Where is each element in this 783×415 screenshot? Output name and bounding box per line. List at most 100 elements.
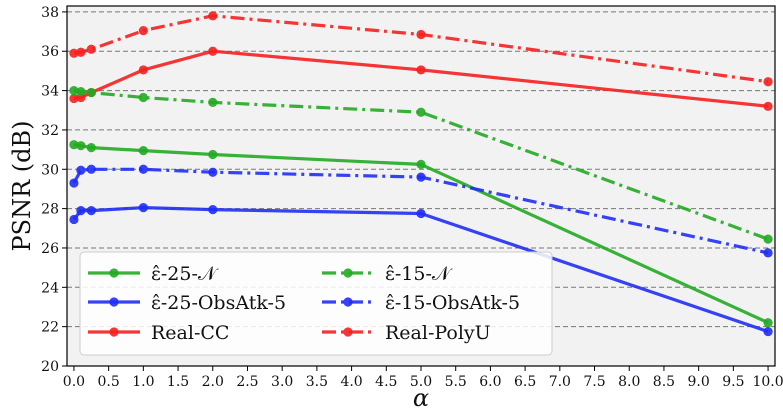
y-tick-label: 26 (41, 241, 59, 257)
data-point (416, 159, 426, 169)
x-tick-label: 7.5 (583, 374, 605, 390)
data-point (76, 165, 86, 175)
y-tick-label: 20 (41, 359, 59, 375)
legend-label: ε̂-15-𝒩 (385, 263, 453, 285)
x-tick-label: 8.5 (653, 374, 675, 390)
legend-label: ε̂-25-ObsAtk-5 (151, 292, 286, 314)
x-tick-label: 0.0 (63, 374, 85, 390)
data-point (138, 145, 148, 156)
x-tick-label: 7.0 (549, 374, 571, 390)
legend-entry: Real-PolyU (322, 322, 491, 344)
y-tick-label: 34 (41, 84, 59, 100)
legend-entry: ε̂-15-ObsAtk-5 (322, 292, 520, 314)
data-point (416, 65, 426, 75)
data-point (138, 25, 148, 36)
series-layer (69, 11, 773, 337)
legend-marker (343, 297, 353, 307)
series-0 (69, 140, 773, 328)
x-tick-label: 3.0 (271, 374, 293, 390)
x-tick-label: 8.0 (618, 374, 640, 390)
x-tick-label: 9.0 (688, 374, 710, 390)
data-point (208, 97, 218, 107)
x-tick-label: 1.5 (167, 374, 189, 390)
legend-label: ε̂-25-𝒩 (151, 263, 219, 285)
x-tick-label: 5.5 (445, 374, 467, 390)
x-tick-label: 0.5 (98, 374, 120, 390)
data-point (763, 77, 773, 87)
data-point (86, 87, 96, 98)
series-5 (69, 11, 773, 87)
y-axis-label: PSNR (dB) (8, 120, 36, 251)
data-point (69, 48, 79, 58)
data-point (86, 44, 96, 54)
legend-marker (343, 268, 353, 278)
y-tick-label: 36 (41, 44, 59, 60)
data-point (76, 86, 86, 97)
data-point (208, 46, 218, 56)
legend-entry: ε̂-25-ObsAtk-5 (88, 292, 286, 314)
data-point (86, 205, 96, 216)
data-point (76, 205, 86, 216)
y-tick-label: 38 (41, 5, 59, 21)
series-4 (69, 164, 773, 258)
data-point (416, 172, 426, 182)
x-tick-label: 9.5 (722, 374, 744, 390)
data-point (416, 208, 426, 219)
x-tick-label: 4.5 (375, 374, 397, 390)
legend-box (79, 251, 553, 356)
legend: ε̂-25-𝒩 ε̂-25-ObsAtk-5 Real-CC ε̂-15-𝒩 ε̂-15… (79, 251, 553, 356)
data-point (69, 140, 79, 150)
x-tick-label: 3.5 (306, 374, 328, 390)
x-tick-label: 1.0 (132, 374, 154, 390)
legend-entry: ε̂-15-𝒩 (322, 263, 453, 285)
legend-label: ε̂-15-ObsAtk-5 (385, 292, 520, 314)
data-point (208, 149, 218, 160)
data-point (76, 141, 86, 151)
y-tick-label: 30 (41, 162, 59, 178)
data-point (138, 92, 148, 103)
legend-marker (109, 268, 119, 278)
x-tick-label: 6.0 (479, 374, 501, 390)
data-point (86, 164, 96, 174)
x-tick-label: 10.0 (752, 374, 783, 390)
series-1 (69, 203, 773, 337)
data-point (138, 65, 148, 75)
data-point (208, 11, 218, 21)
data-point (138, 164, 148, 174)
x-tick-label: 4.0 (340, 374, 362, 390)
y-tick-label: 24 (41, 280, 59, 296)
data-point (138, 203, 148, 213)
data-point (69, 178, 79, 188)
x-axis-label: α (413, 384, 429, 412)
data-point (69, 93, 79, 104)
data-point (69, 214, 79, 225)
legend-marker (109, 297, 119, 307)
legend-label: Real-PolyU (385, 322, 491, 344)
data-point (416, 29, 426, 40)
series-3 (69, 85, 773, 244)
data-point (763, 318, 773, 328)
data-point (86, 143, 96, 153)
data-point (69, 85, 79, 96)
x-tick-label: 2.5 (236, 374, 258, 390)
legend-label: Real-CC (151, 322, 229, 344)
data-point (416, 107, 426, 117)
x-tick-label: 5.0 (410, 374, 432, 390)
data-point (763, 101, 773, 111)
y-tick-label: 22 (41, 320, 59, 336)
axis-ticks: 20 22 24 26 28 30 32 34 36 38 0.0 0.5 1.0 1.5 2.0 2.5 3.… (41, 5, 783, 390)
data-point (208, 167, 218, 177)
y-tick-label: 28 (41, 202, 59, 218)
legend-marker (343, 327, 353, 337)
legend-marker (109, 327, 119, 337)
data-point (763, 248, 773, 258)
data-point (763, 234, 773, 244)
y-tick-label: 32 (41, 123, 59, 139)
x-tick-label: 6.5 (514, 374, 536, 390)
data-point (76, 47, 86, 57)
data-point (208, 205, 218, 215)
x-tick-label: 2.0 (202, 374, 224, 390)
legend-entry: ε̂-25-𝒩 (88, 263, 219, 285)
legend-entry: Real-CC (88, 322, 229, 344)
